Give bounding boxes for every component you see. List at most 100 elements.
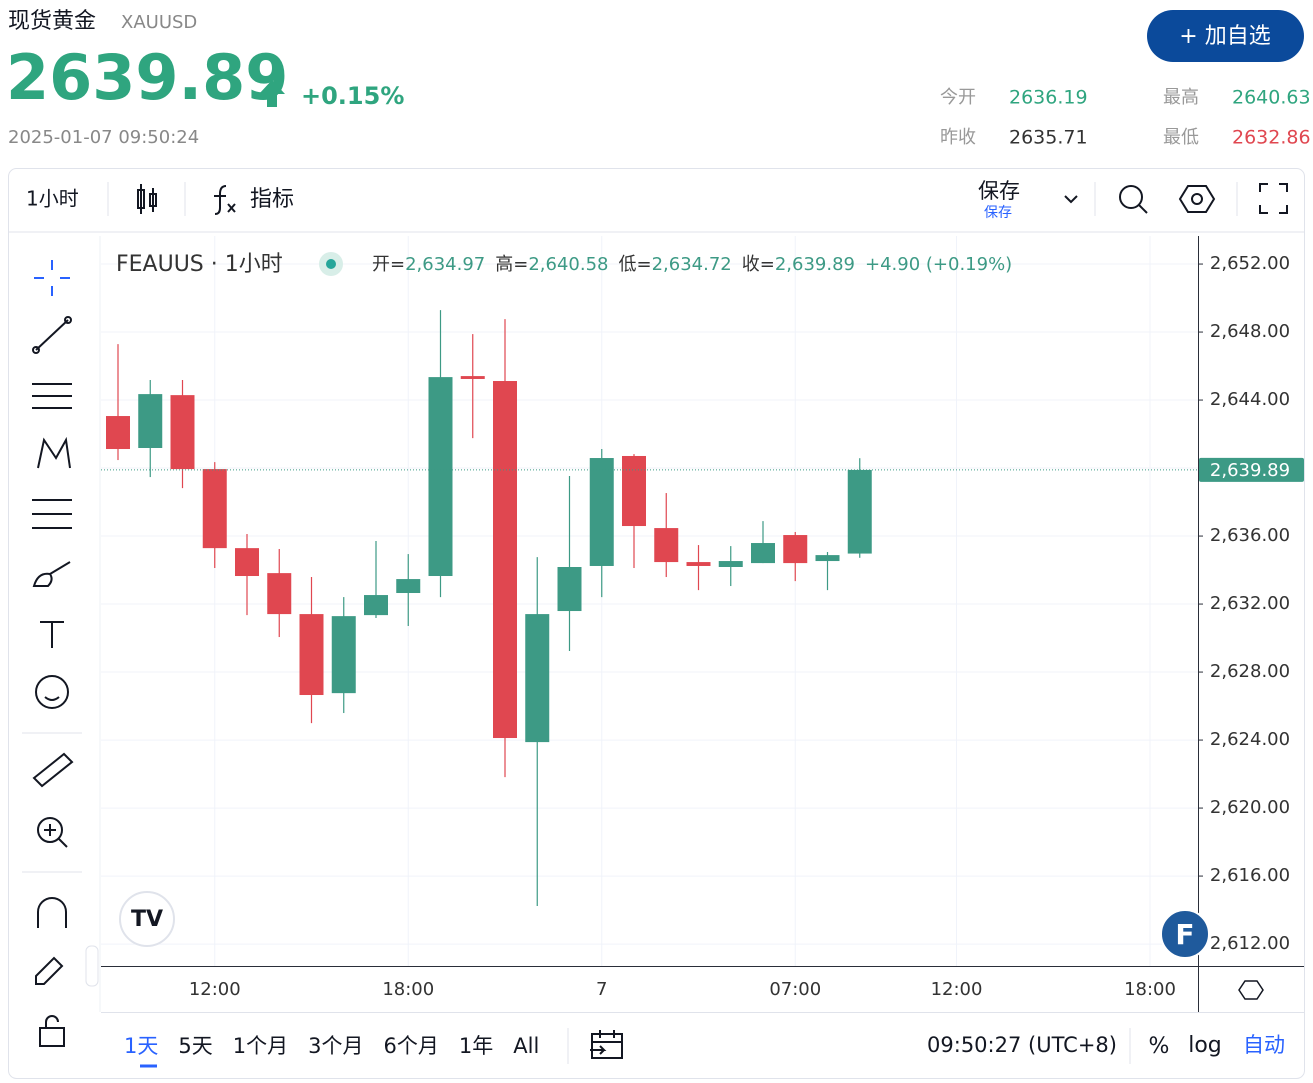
range-button[interactable]: 1年 <box>459 1034 493 1058</box>
stat-value: 2632.86 <box>1232 127 1311 149</box>
settings-icon-center <box>1191 193 1203 205</box>
indicator-icon[interactable] <box>214 185 236 215</box>
clock: 09:50:27 (UTC+8) <box>927 1033 1117 1057</box>
candle-body <box>686 562 711 566</box>
alert-icon[interactable] <box>1119 185 1148 214</box>
x-tick-label: 12:00 <box>931 979 983 1000</box>
candle-body <box>718 561 743 567</box>
candle-body <box>106 416 130 450</box>
broker-logo-mark: F <box>1175 918 1194 951</box>
y-tick-label: 2,620.00 <box>1210 797 1290 818</box>
candle-body <box>589 458 614 566</box>
stat-label: 今开 <box>940 87 976 108</box>
last-price-label: 2,639.89 <box>1210 460 1290 481</box>
auto-toggle[interactable]: 自动 <box>1243 1033 1285 1057</box>
candle-body <box>622 455 646 527</box>
legend-label: 收= <box>742 254 775 275</box>
x-tick-label: 12:00 <box>189 979 241 1000</box>
x-tick-label: 7 <box>596 979 607 1000</box>
legend-label: 高= <box>495 254 528 275</box>
y-tick-label: 2,632.00 <box>1210 593 1290 614</box>
y-tick-label: 2,624.00 <box>1210 729 1290 750</box>
legend-value: 2,639.89 <box>775 254 855 275</box>
legend-label: 低= <box>619 254 652 275</box>
candle-body <box>138 394 163 448</box>
tv-logo-mark: TV <box>131 907 163 932</box>
status-dot <box>326 259 336 269</box>
asset-title: 现货黄金 <box>8 9 96 34</box>
add-watch-label[interactable]: + 加自选 <box>1179 24 1270 49</box>
stat-label: 最高 <box>1163 87 1199 108</box>
stat-label: 最低 <box>1163 127 1199 148</box>
x-tick-label: 18:00 <box>382 979 434 1000</box>
stat-value: 2636.19 <box>1009 87 1088 109</box>
candle-body <box>654 528 679 563</box>
price-change: +0.15% <box>301 82 404 110</box>
axis-settings-icon[interactable] <box>1238 980 1264 1000</box>
candle-body <box>751 543 775 564</box>
candle-body <box>331 616 356 694</box>
y-tick-label: 2,612.00 <box>1210 933 1290 954</box>
y-tick-label: 2,652.00 <box>1210 253 1290 274</box>
candle-body <box>202 469 227 549</box>
legend-label: 开= <box>372 254 405 275</box>
range-button[interactable]: 1天 <box>124 1034 158 1058</box>
candle-body <box>783 535 808 564</box>
percent-toggle[interactable]: % <box>1149 1034 1170 1059</box>
range-button[interactable]: 3个月 <box>308 1034 363 1058</box>
candle-body <box>815 555 840 562</box>
chart-title: FEAUUS · 1小时 <box>116 252 283 277</box>
broker-logo <box>1160 909 1210 959</box>
goto-date-icon[interactable] <box>590 1030 623 1059</box>
candle-body <box>235 548 259 577</box>
candle-body <box>364 595 388 616</box>
y-tick-label: 2,648.00 <box>1210 321 1290 342</box>
asset-symbol: XAUUSD <box>121 12 197 33</box>
legend-value: 2,634.97 <box>405 254 485 275</box>
candle-body <box>396 579 421 594</box>
stat-value: 2635.71 <box>1009 127 1088 149</box>
candle-body <box>170 395 195 470</box>
save-menu-icon[interactable] <box>1064 195 1078 204</box>
candle-body <box>557 566 582 612</box>
drawing-toolbar[interactable] <box>32 260 74 1047</box>
candle-body <box>525 614 550 743</box>
log-toggle[interactable]: log <box>1188 1033 1222 1058</box>
candle-body <box>428 377 453 577</box>
y-tick-label: 2,644.00 <box>1210 389 1290 410</box>
range-button[interactable]: 5天 <box>178 1034 212 1058</box>
stat-label: 昨收 <box>940 127 976 148</box>
save-button[interactable]: 保存 <box>978 179 1020 203</box>
legend-value: 2,634.72 <box>652 254 732 275</box>
tv-logo[interactable] <box>119 891 175 947</box>
range-button[interactable]: All <box>513 1034 539 1058</box>
stat-value: 2640.63 <box>1232 87 1311 109</box>
save-status: 保存 <box>984 205 1012 221</box>
y-tick-label: 2,636.00 <box>1210 525 1290 546</box>
chart-card <box>8 168 1305 1079</box>
price: 2639.89 <box>6 41 288 114</box>
y-tick-label: 2,616.00 <box>1210 865 1290 886</box>
range-button[interactable]: 1个月 <box>233 1034 288 1058</box>
candle-body <box>847 469 872 554</box>
interval-button[interactable]: 1小时 <box>26 187 79 211</box>
candle-body <box>460 376 485 379</box>
range-button[interactable]: 6个月 <box>384 1034 439 1058</box>
y-tick-label: 2,628.00 <box>1210 661 1290 682</box>
chart-type-icon[interactable] <box>137 184 157 214</box>
candle-body <box>299 614 324 696</box>
settings-icon[interactable] <box>1178 185 1216 213</box>
last-price-tag <box>1199 457 1304 482</box>
up-arrow <box>259 80 285 107</box>
fullscreen-icon[interactable] <box>1259 183 1288 214</box>
legend-change: +4.90 (+0.19%) <box>865 254 1012 275</box>
collapse-handle[interactable] <box>85 945 99 987</box>
legend-value: 2,640.58 <box>528 254 608 275</box>
add-watch-button[interactable] <box>1147 10 1304 62</box>
x-tick-label: 18:00 <box>1124 979 1176 1000</box>
x-tick-label: 07:00 <box>769 979 821 1000</box>
timestamp: 2025-01-07 09:50:24 <box>8 127 199 148</box>
indicators-button[interactable]: 指标 <box>250 187 294 212</box>
candle-body <box>493 381 517 739</box>
